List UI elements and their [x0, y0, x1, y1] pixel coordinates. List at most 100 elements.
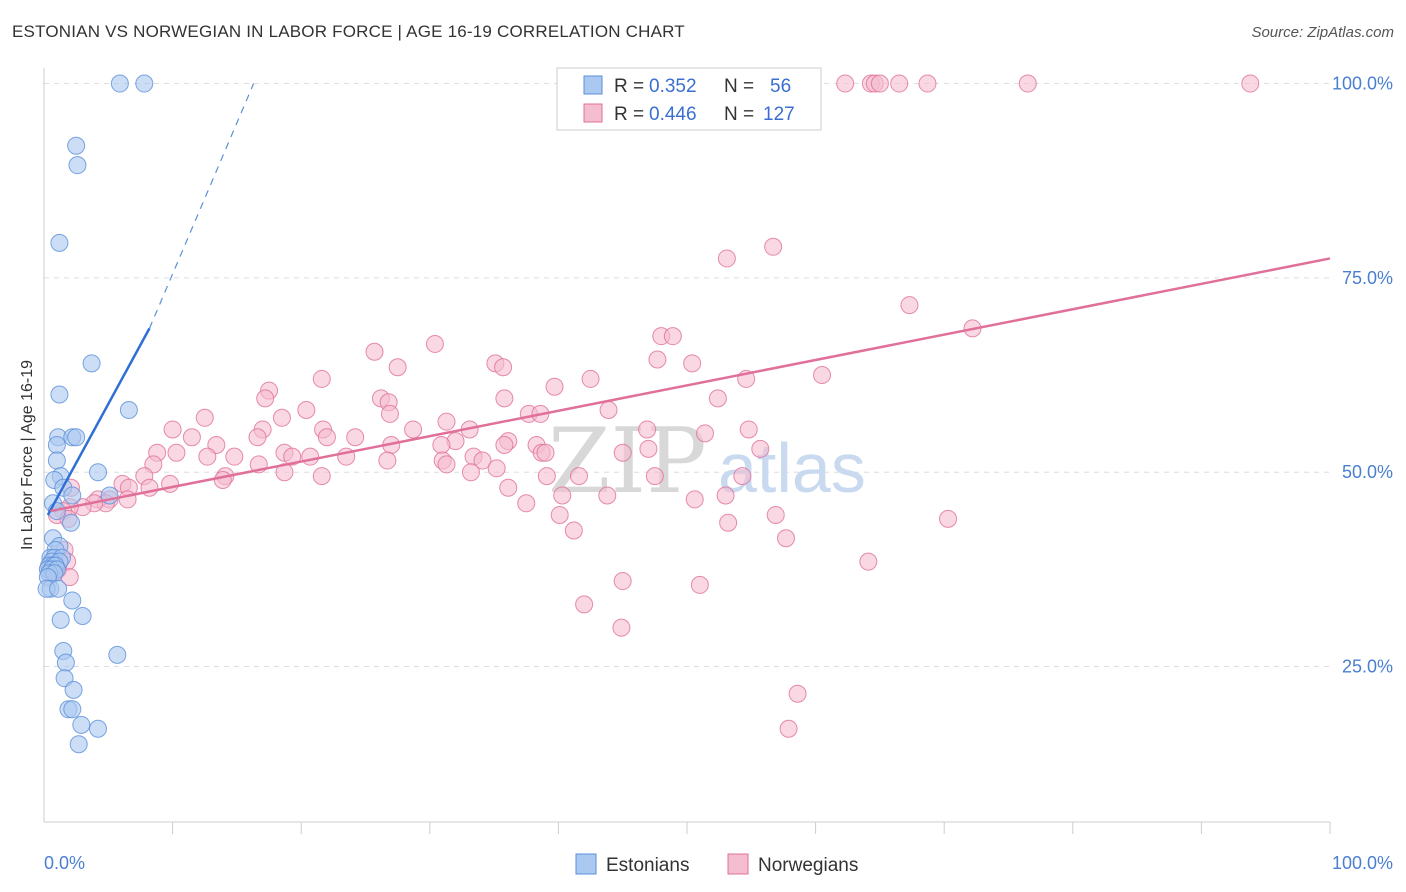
norwegian-point-15 — [365, 342, 384, 361]
norwegian-point-16 — [648, 350, 667, 369]
bottom-legend-norwegians: Norwegians — [758, 855, 858, 876]
legend-r-value-1: 0.446 — [649, 104, 697, 125]
norwegian-point-111 — [719, 513, 738, 532]
estonian-trend-line — [46, 327, 151, 516]
legend-n-value-1: 127 — [763, 104, 795, 125]
norwegian-point-8 — [764, 237, 783, 256]
norwegian-point-54 — [432, 436, 451, 454]
norwegian-point-84 — [537, 467, 556, 486]
norwegian-point-13 — [663, 327, 682, 346]
norwegian-point-40 — [638, 420, 657, 439]
norwegian-point-117 — [777, 529, 796, 548]
y-tick-label-1: 50.0% — [1342, 462, 1393, 482]
norwegian-point-33 — [599, 401, 618, 420]
norwegian-point-17 — [683, 354, 702, 373]
norwegian-point-36 — [380, 404, 399, 423]
norwegian-point-38 — [272, 408, 291, 427]
norwegian-point-100 — [716, 486, 735, 505]
norwegian-point-6 — [1018, 74, 1037, 93]
norwegian-point-67 — [225, 447, 244, 466]
norwegian-point-19 — [494, 358, 513, 377]
norwegian-point-14 — [425, 334, 444, 353]
norwegian-point-125 — [613, 572, 632, 591]
y-tick-label-0: 25.0% — [1342, 657, 1393, 677]
norwegian-point-65 — [167, 443, 186, 462]
norwegian-point-28 — [256, 389, 275, 408]
estonian-point-21 — [62, 513, 81, 532]
source-credit: Source: ZipAtlas.com — [1251, 24, 1394, 41]
norwegian-point-113 — [550, 505, 569, 524]
norwegian-point-21 — [813, 366, 832, 385]
norwegian-point-10 — [900, 296, 919, 315]
norwegian-point-68 — [198, 447, 217, 466]
norwegian-point-44 — [404, 420, 423, 439]
estonian-point-51 — [63, 700, 82, 719]
norwegian-point-79 — [487, 459, 506, 478]
estonian-point-6 — [50, 385, 69, 404]
estonian-point-49 — [64, 680, 83, 699]
estonian-point-53 — [89, 719, 108, 738]
norwegian-point-73 — [473, 451, 492, 470]
norwegian-point-83 — [645, 467, 664, 486]
norwegian-point-24 — [312, 369, 331, 388]
estonian-point-43 — [73, 607, 92, 626]
estonian-point-47 — [56, 653, 75, 672]
norwegian-point-98 — [685, 490, 704, 509]
norwegian-point-37 — [195, 408, 214, 427]
legend-n-label-1: N = — [724, 104, 754, 125]
legend-r-value-0: 0.352 — [649, 76, 697, 97]
estonian-point-41 — [49, 579, 68, 598]
norwegian-point-130 — [779, 719, 798, 738]
norwegian-point-48 — [182, 428, 201, 447]
estonian-point-54 — [69, 735, 88, 754]
estonian-point-4 — [50, 233, 69, 252]
norwegian-point-47 — [696, 424, 715, 443]
norwegian-point-116 — [859, 552, 878, 571]
norwegian-point-39 — [437, 412, 456, 431]
estonian-point-44 — [51, 610, 70, 629]
norwegian-point-76 — [437, 455, 456, 474]
norwegian-point-60 — [751, 439, 770, 458]
norwegian-point-75 — [378, 451, 397, 470]
legend-r-label-0: R = — [614, 76, 644, 97]
trend-lines — [46, 83, 1331, 516]
estonian-point-3 — [68, 156, 87, 175]
norwegian-point-23 — [581, 369, 600, 388]
estonian-point-46 — [108, 645, 127, 664]
norwegian-point-69 — [283, 447, 302, 466]
norwegian-point-50 — [317, 428, 336, 447]
estonian-point-11 — [47, 436, 66, 454]
estonian-point-42 — [63, 591, 82, 610]
norwegian-point-80 — [461, 463, 480, 482]
norwegian-point-70 — [301, 447, 320, 466]
norwegian-point-95 — [499, 478, 518, 497]
y-axis-label: In Labor Force | Age 16-19 — [19, 360, 36, 550]
norwegian-point-86 — [312, 467, 331, 486]
estonian-point-13 — [89, 463, 108, 482]
estonian-point-18 — [63, 486, 82, 505]
norwegian-point-30 — [708, 389, 727, 408]
gridlines — [44, 83, 1330, 668]
chart-title: ESTONIAN VS NORWEGIAN IN LABOR FORCE | A… — [12, 22, 685, 41]
bottom-legend-estonians: Estonians — [606, 855, 689, 876]
norwegian-point-41 — [163, 420, 182, 439]
legend-n-value-0: 56 — [770, 76, 791, 97]
norwegian-point-99 — [517, 494, 536, 513]
norwegian-point-4 — [890, 74, 909, 93]
legend-r-label-1: R = — [614, 104, 644, 125]
x-tick-label-max: 100.0% — [1332, 853, 1393, 873]
norwegian-point-51 — [346, 428, 365, 447]
norwegian-point-128 — [612, 618, 631, 637]
norwegian-point-115 — [939, 509, 958, 528]
estonian-point-10 — [67, 428, 86, 447]
norwegian-point-114 — [766, 505, 785, 524]
norwegian-point-49 — [248, 428, 267, 447]
norwegian-point-46 — [739, 420, 758, 439]
norwegian-point-61 — [613, 443, 632, 462]
norwegian-point-127 — [575, 595, 594, 614]
bottom-legend-swatch-norwegians — [727, 853, 749, 875]
x-tick-label-min: 0.0% — [44, 853, 85, 873]
bottom-legend: Estonians Norwegians — [575, 853, 858, 876]
legend-swatch-estonians — [583, 75, 603, 95]
estonian-point-1 — [135, 74, 154, 93]
